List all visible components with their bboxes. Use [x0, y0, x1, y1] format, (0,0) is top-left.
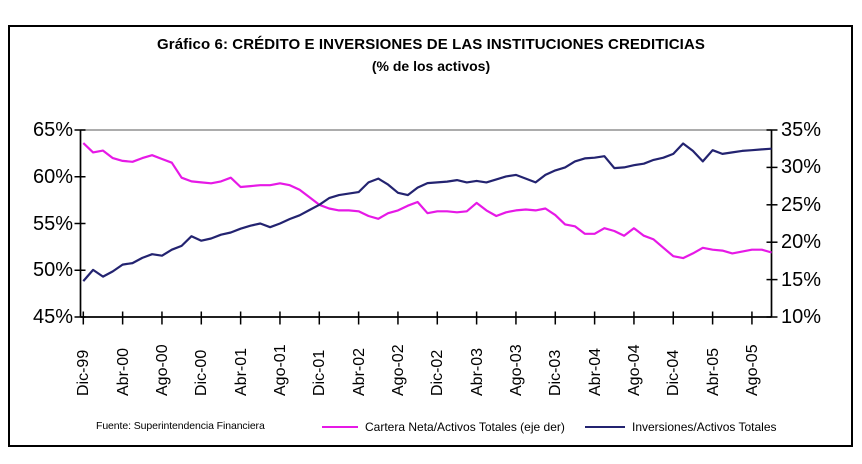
left-axis-tick-label: 60% — [32, 165, 73, 188]
legend-line-inversiones-icon — [585, 425, 625, 428]
legend-item-inversiones: Inversiones/Activos Totales — [585, 419, 777, 434]
inversiones-line — [82, 142, 772, 282]
x-axis-tick-label: Dic-04 — [665, 349, 683, 396]
x-axis-tick-label: Abr-05 — [704, 347, 722, 396]
x-axis-tick-label: Ago-03 — [507, 344, 525, 396]
x-axis-tick-label: Dic-01 — [311, 349, 329, 396]
x-axis-tick-label: Ago-01 — [271, 344, 289, 396]
right-axis-tick-label: 25% — [781, 193, 822, 216]
right-axis-tick-label: 30% — [781, 156, 822, 179]
right-axis-tick-label: 35% — [781, 119, 822, 141]
left-axis-tick-label: 55% — [32, 212, 73, 235]
chart-subtitle: (% de los activos) — [371, 58, 491, 74]
left-axis-tick-label: 45% — [32, 306, 73, 328]
source-note: Fuente: Superintendencia Financiera — [96, 420, 265, 432]
cartera-line — [82, 142, 772, 260]
legend-item-cartera: Cartera Neta/Activos Totales (eje der) — [322, 419, 565, 434]
figure-border — [8, 25, 853, 447]
x-axis-tick-label: Ago-00 — [153, 344, 171, 396]
x-axis-tick-label: Dic-02 — [429, 349, 447, 396]
legend-label-cartera: Cartera Neta/Activos Totales (eje der) — [365, 419, 565, 434]
chart-title: Gráfico 6: CRÉDITO E INVERSIONES DE LAS … — [157, 36, 705, 53]
right-axis-tick-label: 15% — [781, 268, 822, 291]
x-axis-tick-label: Abr-00 — [114, 347, 132, 396]
x-axis-tick-label: Dic-03 — [547, 349, 565, 396]
x-axis-tick-label: Dic-00 — [193, 349, 211, 396]
right-axis-tick-label: 20% — [781, 231, 822, 254]
legend-label-inversiones: Inversiones/Activos Totales — [632, 419, 777, 434]
x-axis-tick-label: Abr-01 — [232, 347, 250, 396]
x-axis-tick-label: Ago-04 — [625, 344, 643, 396]
legend-line-cartera-icon — [322, 425, 358, 428]
left-axis-tick-label: 50% — [32, 259, 73, 282]
left-axis-tick-label: 65% — [32, 119, 73, 141]
x-axis-tick-label: Ago-02 — [389, 344, 407, 396]
x-axis-tick-label: Ago-05 — [743, 344, 761, 396]
x-axis-tick-label: Abr-03 — [468, 347, 486, 396]
x-axis-tick-label: Abr-04 — [586, 347, 604, 396]
x-axis-tick-label: Dic-99 — [75, 349, 93, 396]
right-axis-tick-label: 10% — [781, 306, 822, 328]
x-axis-tick-label: Abr-02 — [350, 347, 368, 396]
